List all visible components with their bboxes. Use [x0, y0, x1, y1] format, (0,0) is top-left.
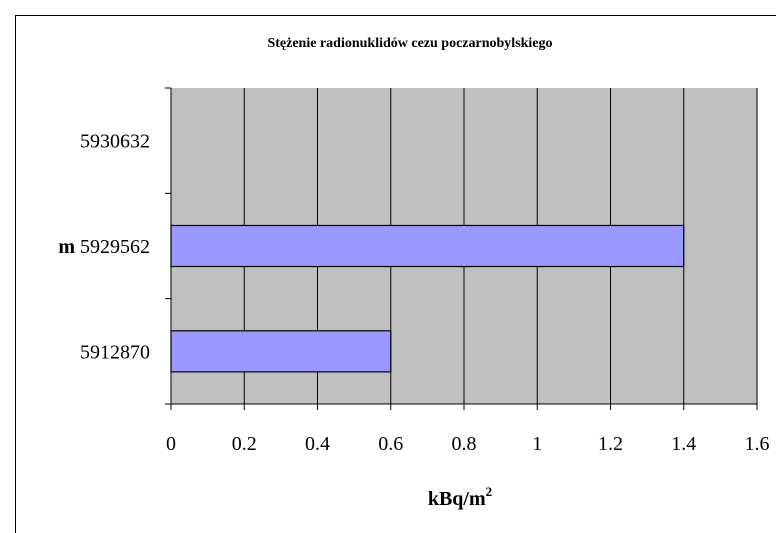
- axes: [165, 87, 758, 410]
- x-axis-label-text: kBq/m: [428, 488, 486, 510]
- x-tick-label: 1: [532, 433, 542, 455]
- chart-title: Stężenie radionuklidów cezu poczarnobyls…: [267, 36, 552, 51]
- x-tick-label: 0: [166, 433, 176, 455]
- category-labels: 5930632 m 5929562 5912870: [58, 131, 150, 364]
- x-tick-label: 0.2: [232, 433, 257, 455]
- y-category-label: 5930632: [80, 131, 150, 153]
- chart-frame: [15, 15, 776, 533]
- x-axis-label-superscript: 2: [486, 484, 493, 499]
- x-tick-label: 1.4: [671, 433, 696, 455]
- x-tick-label: 0.6: [378, 433, 403, 455]
- y-category-label: 5912870: [80, 341, 150, 363]
- category-prefix: m: [58, 236, 75, 258]
- x-tick-label: 1.2: [598, 433, 623, 455]
- y-category-label: m 5929562: [58, 236, 150, 258]
- x-axis-label: kBq/m2: [428, 484, 492, 510]
- bar-5912870: [170, 330, 392, 373]
- bars: [170, 224, 685, 373]
- category-value: 5929562: [75, 236, 150, 258]
- tick-labels: 0 0.2 0.4 0.6 0.8 1 1.2 1.4 1.6: [166, 433, 770, 455]
- x-tick-label: 1.6: [745, 433, 770, 455]
- x-tick-label: 0.4: [305, 433, 330, 455]
- x-tick-label: 0.8: [452, 433, 477, 455]
- bar-5929562: [170, 224, 685, 268]
